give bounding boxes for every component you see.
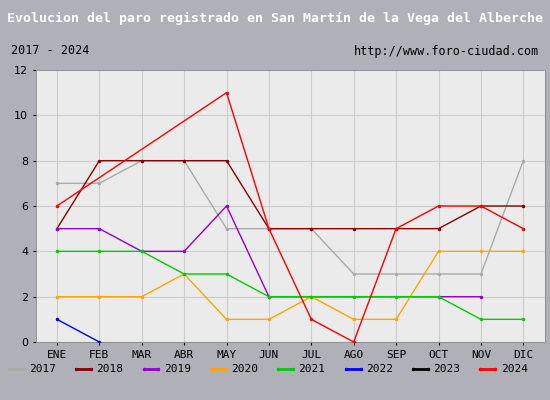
Text: 2021: 2021 bbox=[299, 364, 326, 374]
Text: 2024: 2024 bbox=[500, 364, 527, 374]
Text: 2022: 2022 bbox=[366, 364, 393, 374]
Text: Evolucion del paro registrado en San Martín de la Vega del Alberche: Evolucion del paro registrado en San Mar… bbox=[7, 12, 543, 24]
Text: 2020: 2020 bbox=[231, 364, 258, 374]
Text: 2017: 2017 bbox=[29, 364, 56, 374]
Text: 2017 - 2024: 2017 - 2024 bbox=[11, 44, 89, 58]
Text: 2018: 2018 bbox=[96, 364, 123, 374]
Text: 2019: 2019 bbox=[164, 364, 191, 374]
Text: http://www.foro-ciudad.com: http://www.foro-ciudad.com bbox=[354, 44, 539, 58]
Text: 2023: 2023 bbox=[433, 364, 460, 374]
